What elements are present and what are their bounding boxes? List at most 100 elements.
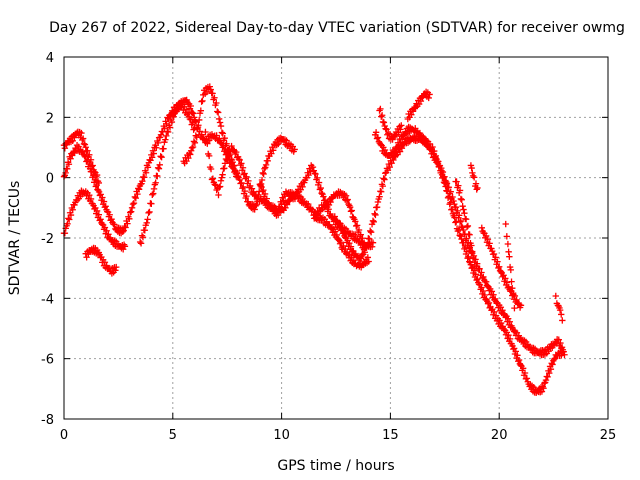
- data-point: [366, 227, 374, 235]
- data-point: [99, 194, 106, 201]
- data-point: [381, 146, 389, 154]
- data-point: [309, 163, 317, 171]
- data-point: [278, 200, 285, 208]
- data-point: [243, 173, 250, 180]
- data-point: [317, 184, 324, 192]
- data-point: [241, 170, 248, 177]
- data-point: [65, 215, 72, 222]
- data-point: [372, 211, 379, 219]
- data-point: [466, 231, 473, 238]
- data-point: [154, 172, 161, 180]
- data-point: [491, 308, 498, 316]
- series-sat-m: [404, 88, 433, 123]
- data-point: [305, 171, 312, 179]
- data-point: [549, 361, 556, 368]
- data-point: [282, 204, 289, 211]
- data-point: [343, 197, 351, 204]
- data-point: [468, 164, 475, 172]
- data-point: [470, 267, 478, 274]
- data-point: [219, 130, 227, 137]
- data-point: [460, 226, 467, 234]
- data-point: [423, 138, 430, 145]
- data-point: [157, 153, 164, 160]
- data-point: [82, 144, 89, 151]
- data-point: [372, 129, 380, 136]
- data-point: [235, 156, 243, 163]
- data-point: [503, 233, 511, 240]
- data-point: [231, 162, 238, 169]
- data-point: [155, 165, 163, 172]
- data-point: [338, 224, 346, 231]
- data-point: [170, 113, 177, 120]
- data-point: [270, 147, 277, 154]
- data-point: [456, 187, 464, 194]
- data-point: [398, 122, 405, 129]
- data-point: [497, 268, 505, 275]
- data-point: [213, 99, 220, 107]
- data-point: [64, 165, 71, 173]
- data-point: [365, 258, 372, 265]
- data-point: [503, 279, 511, 286]
- data-point: [378, 113, 385, 120]
- data-point: [163, 132, 170, 140]
- data-point: [121, 243, 129, 250]
- data-point: [546, 369, 553, 377]
- data-point: [472, 271, 480, 278]
- data-point: [348, 207, 355, 214]
- data-point: [502, 220, 509, 228]
- data-point: [106, 211, 113, 218]
- data-point: [342, 192, 350, 199]
- data-point: [156, 161, 163, 169]
- data-point: [153, 144, 160, 151]
- data-point: [457, 233, 464, 240]
- data-point: [221, 134, 228, 142]
- data-point: [490, 250, 498, 258]
- data-point: [347, 208, 355, 215]
- data-point: [260, 170, 267, 178]
- data-point: [214, 108, 221, 115]
- data-point: [443, 180, 451, 187]
- data-point: [189, 143, 197, 151]
- data-point: [509, 284, 516, 292]
- data-point: [129, 200, 137, 208]
- data-point: [557, 339, 564, 347]
- data-point: [462, 216, 470, 223]
- data-point: [453, 178, 460, 185]
- data-point: [458, 196, 465, 203]
- data-point: [258, 176, 266, 184]
- data-point: [228, 142, 235, 150]
- data-point: [203, 136, 210, 144]
- plot-frame: [63, 56, 609, 420]
- data-point: [355, 226, 363, 234]
- data-point: [207, 165, 215, 173]
- data-point: [340, 229, 347, 236]
- data-point: [346, 239, 353, 247]
- data-point: [207, 86, 214, 93]
- data-point: [192, 132, 200, 139]
- data-point: [438, 164, 445, 172]
- data-point: [377, 188, 385, 195]
- data-point: [369, 217, 377, 225]
- data-point: [108, 216, 115, 223]
- data-point: [476, 265, 483, 272]
- data-point: [239, 164, 247, 171]
- data-point: [513, 296, 520, 304]
- data-point: [550, 356, 558, 363]
- data-point: [460, 206, 467, 213]
- data-point: [441, 173, 448, 180]
- data-point: [519, 365, 527, 372]
- data-point: [547, 365, 555, 373]
- data-point: [378, 112, 386, 119]
- data-point: [540, 385, 547, 392]
- data-point: [408, 111, 415, 118]
- data-point: [455, 182, 462, 189]
- data-point: [485, 299, 493, 307]
- data-point: [216, 135, 223, 142]
- data-point: [245, 177, 252, 185]
- data-point: [89, 162, 96, 169]
- data-point: [149, 191, 156, 198]
- data-point: [132, 194, 140, 202]
- data-point: [457, 217, 465, 225]
- data-point: [398, 144, 406, 152]
- data-point: [376, 193, 383, 200]
